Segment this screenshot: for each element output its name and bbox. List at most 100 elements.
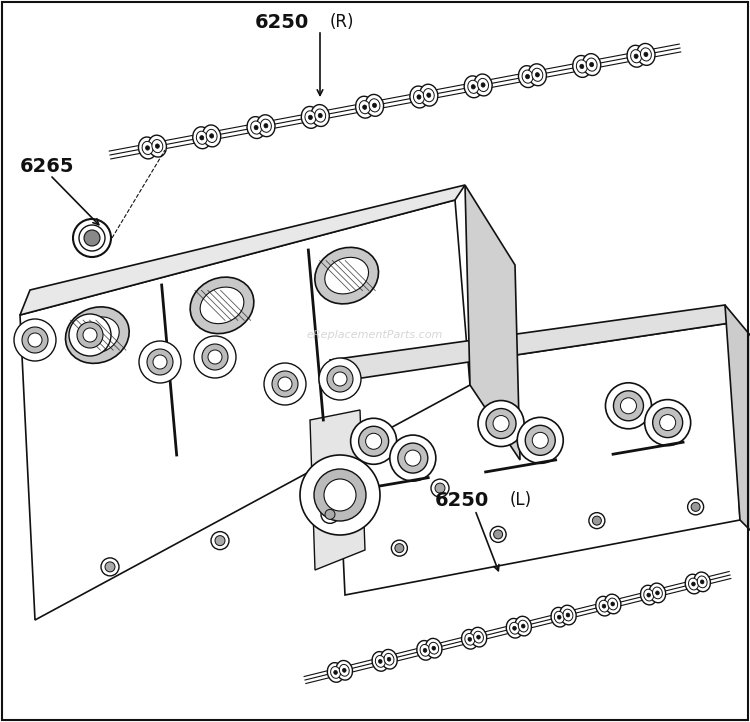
Ellipse shape [356, 96, 374, 118]
Ellipse shape [647, 593, 650, 597]
Ellipse shape [477, 635, 480, 639]
Ellipse shape [390, 435, 436, 481]
Ellipse shape [334, 671, 338, 674]
Polygon shape [335, 323, 740, 595]
Ellipse shape [694, 572, 710, 591]
Ellipse shape [461, 630, 478, 649]
Ellipse shape [202, 125, 220, 147]
Ellipse shape [425, 638, 442, 658]
Ellipse shape [365, 95, 383, 116]
Ellipse shape [302, 106, 320, 129]
Ellipse shape [518, 620, 528, 632]
Ellipse shape [494, 530, 502, 539]
Ellipse shape [211, 531, 229, 549]
Ellipse shape [105, 562, 115, 572]
Ellipse shape [640, 48, 652, 61]
Ellipse shape [77, 322, 103, 348]
Ellipse shape [147, 349, 173, 375]
Ellipse shape [300, 455, 380, 535]
Ellipse shape [215, 536, 225, 546]
Ellipse shape [417, 95, 421, 99]
Ellipse shape [474, 74, 492, 96]
Ellipse shape [369, 99, 380, 112]
Ellipse shape [532, 432, 548, 448]
Ellipse shape [264, 363, 306, 405]
Ellipse shape [256, 115, 275, 136]
Ellipse shape [429, 643, 439, 654]
Ellipse shape [327, 366, 353, 392]
Ellipse shape [522, 70, 533, 83]
Ellipse shape [644, 52, 648, 56]
Ellipse shape [28, 333, 42, 347]
Ellipse shape [196, 131, 207, 144]
Ellipse shape [592, 516, 602, 525]
Ellipse shape [324, 479, 356, 511]
Ellipse shape [692, 503, 700, 511]
Ellipse shape [333, 372, 347, 386]
Ellipse shape [194, 336, 236, 378]
Ellipse shape [254, 126, 258, 130]
Ellipse shape [590, 62, 594, 66]
Ellipse shape [410, 86, 428, 108]
Ellipse shape [700, 580, 704, 584]
Ellipse shape [686, 574, 702, 593]
Ellipse shape [84, 230, 100, 246]
Text: (L): (L) [510, 491, 532, 509]
Ellipse shape [605, 383, 652, 429]
Ellipse shape [264, 123, 268, 128]
Ellipse shape [200, 136, 204, 140]
Ellipse shape [645, 399, 691, 445]
Ellipse shape [551, 607, 568, 627]
Ellipse shape [321, 505, 339, 523]
Ellipse shape [506, 619, 523, 638]
Ellipse shape [375, 656, 386, 667]
Ellipse shape [525, 425, 555, 456]
Ellipse shape [698, 576, 707, 588]
Ellipse shape [611, 602, 614, 606]
Ellipse shape [384, 653, 394, 665]
Ellipse shape [644, 589, 654, 601]
Ellipse shape [473, 631, 484, 643]
Ellipse shape [602, 604, 606, 608]
Ellipse shape [637, 43, 655, 65]
Ellipse shape [22, 327, 48, 353]
Ellipse shape [148, 135, 166, 157]
Polygon shape [725, 305, 750, 570]
Ellipse shape [652, 408, 682, 438]
Ellipse shape [627, 45, 645, 67]
Ellipse shape [394, 544, 404, 552]
Ellipse shape [532, 68, 543, 82]
Ellipse shape [366, 433, 382, 449]
Ellipse shape [478, 79, 488, 92]
Ellipse shape [413, 90, 424, 103]
Ellipse shape [73, 219, 111, 257]
Ellipse shape [536, 73, 539, 77]
Ellipse shape [423, 648, 427, 652]
Ellipse shape [14, 319, 56, 361]
Ellipse shape [573, 56, 591, 77]
Ellipse shape [554, 612, 564, 623]
Ellipse shape [331, 666, 340, 679]
Ellipse shape [620, 398, 637, 414]
Ellipse shape [560, 605, 576, 625]
Ellipse shape [471, 84, 476, 89]
Ellipse shape [372, 651, 388, 671]
Ellipse shape [193, 127, 211, 149]
Ellipse shape [652, 587, 662, 599]
Ellipse shape [142, 142, 153, 155]
Ellipse shape [470, 627, 487, 647]
Ellipse shape [387, 657, 391, 661]
Ellipse shape [688, 499, 703, 515]
Ellipse shape [614, 391, 644, 421]
Polygon shape [20, 200, 470, 620]
Ellipse shape [604, 594, 621, 614]
Text: eReplacementParts.com: eReplacementParts.com [307, 330, 443, 340]
Ellipse shape [398, 443, 427, 473]
Ellipse shape [311, 105, 329, 126]
Ellipse shape [139, 137, 157, 159]
Ellipse shape [490, 526, 506, 542]
Ellipse shape [351, 418, 397, 464]
Ellipse shape [660, 414, 676, 430]
Ellipse shape [692, 582, 695, 586]
Ellipse shape [152, 139, 163, 152]
